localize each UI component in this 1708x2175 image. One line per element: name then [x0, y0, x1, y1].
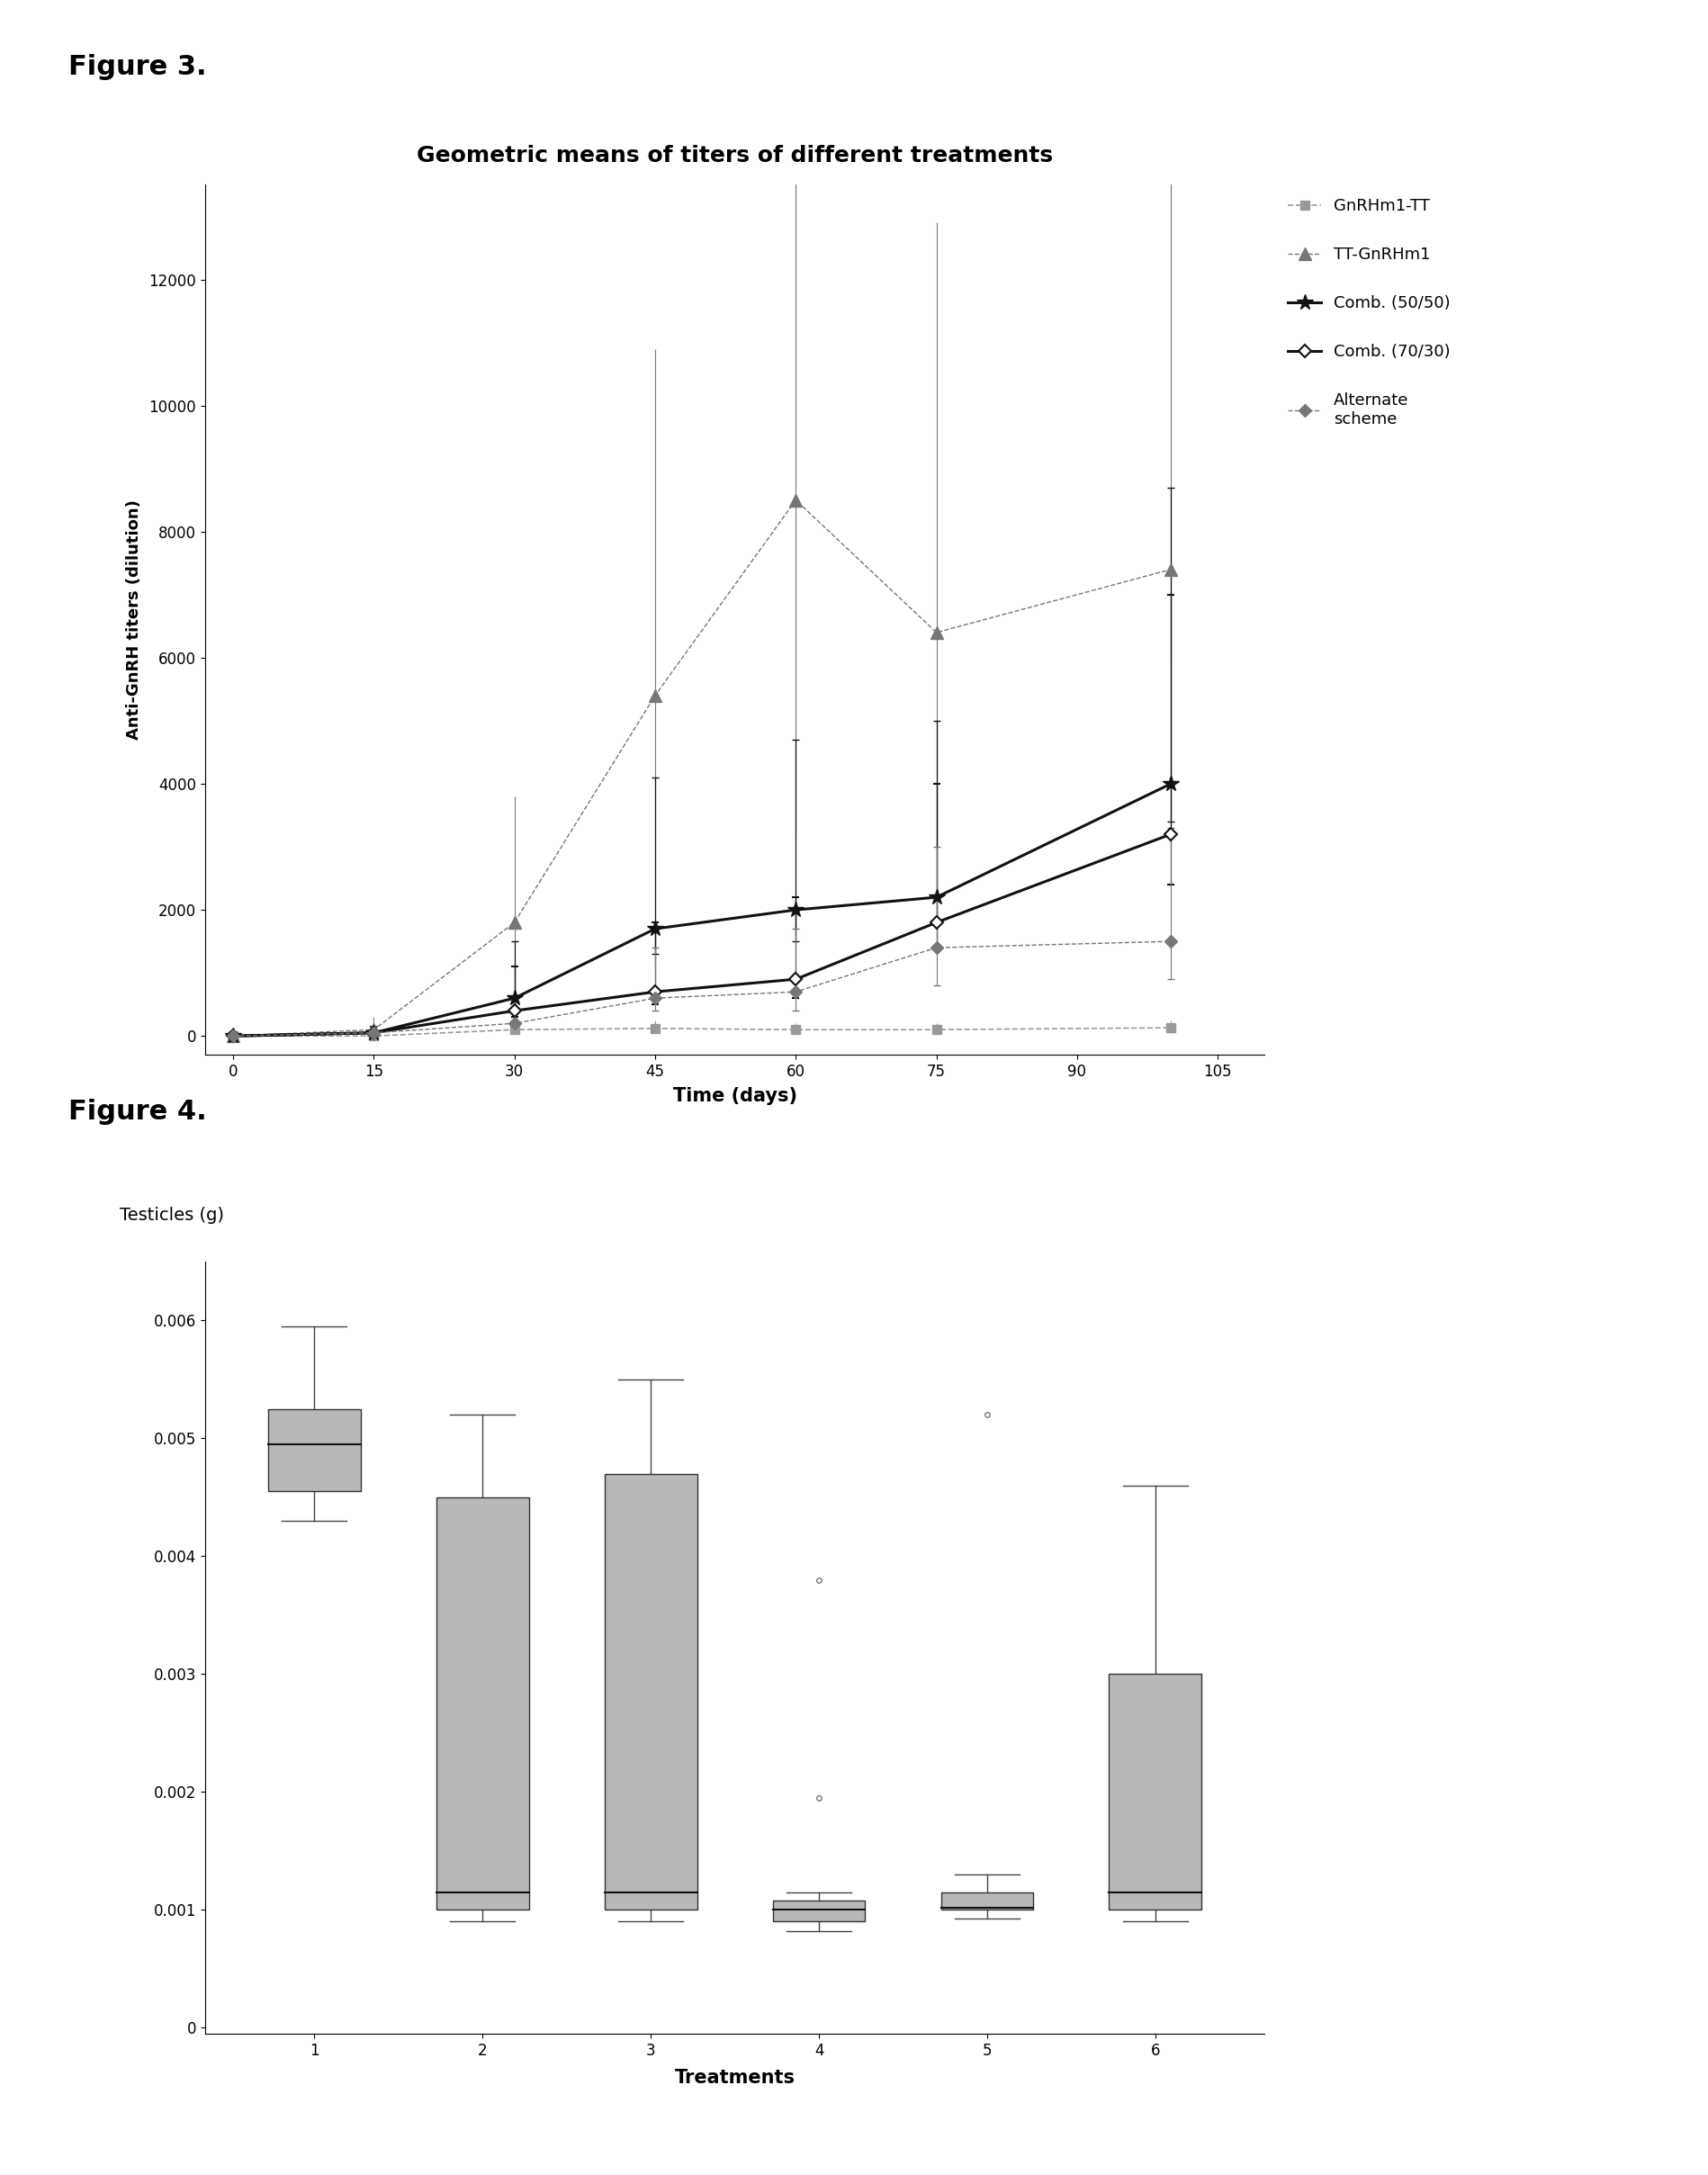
X-axis label: Time (days): Time (days)	[673, 1088, 796, 1105]
Text: Figure 4.: Figure 4.	[68, 1098, 207, 1124]
Title: Geometric means of titers of different treatments: Geometric means of titers of different t…	[417, 146, 1052, 167]
Bar	[605, 1475, 697, 1910]
Y-axis label: Anti-GnRH titers (dilution): Anti-GnRH titers (dilution)	[126, 500, 142, 740]
Bar	[436, 1496, 528, 1910]
Text: Figure 3.: Figure 3.	[68, 54, 207, 80]
Bar	[772, 1901, 864, 1923]
X-axis label: Treatments: Treatments	[675, 2068, 794, 2086]
Bar	[268, 1409, 360, 1492]
Legend: GnRHm1-TT, TT-GnRHm1, Comb. (50/50), Comb. (70/30), Alternate
scheme: GnRHm1-TT, TT-GnRHm1, Comb. (50/50), Com…	[1283, 194, 1455, 433]
Text: Testicles (g): Testicles (g)	[120, 1207, 224, 1225]
Bar	[1108, 1675, 1201, 1910]
Bar	[941, 1892, 1033, 1910]
